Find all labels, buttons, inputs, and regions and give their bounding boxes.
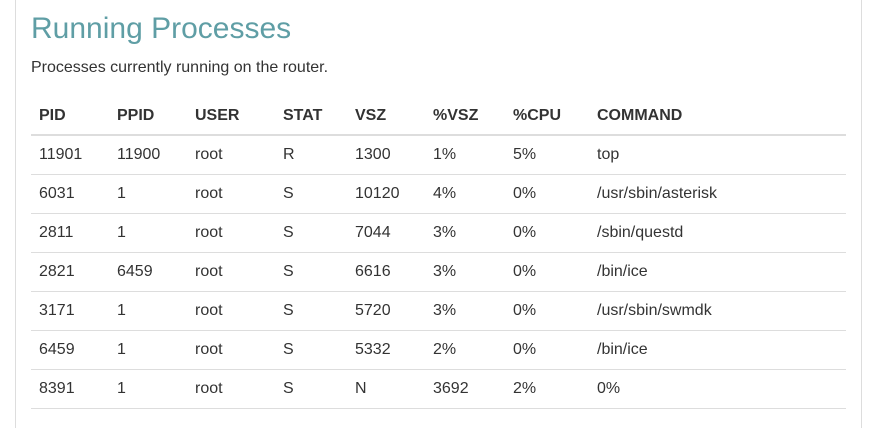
table-cell: root: [187, 330, 275, 370]
page-title: Running Processes: [31, 12, 292, 45]
table-header-row: PID PPID USER STAT VSZ %VSZ %CPU COMMAND: [31, 97, 846, 136]
column-header-vsz: VSZ: [347, 97, 425, 136]
column-header-pct-cpu: %CPU: [505, 97, 589, 136]
table-cell: 1%: [425, 135, 505, 175]
table-cell: 7044: [347, 213, 425, 253]
table-cell: /sbin/questd: [589, 213, 846, 253]
table-cell: 10120: [347, 174, 425, 214]
table-cell: 0%: [505, 330, 589, 370]
table-cell: 1: [109, 213, 187, 253]
table-cell: root: [187, 174, 275, 214]
processes-table: PID PPID USER STAT VSZ %VSZ %CPU COMMAND 11901 1…: [31, 97, 846, 409]
table-cell: 2821: [31, 252, 109, 292]
table-cell: 5332: [347, 330, 425, 370]
table-cell: 0%: [505, 174, 589, 214]
table-cell: 6616: [347, 252, 425, 292]
table-cell: 8391: [31, 369, 109, 409]
table-cell: root: [187, 252, 275, 292]
table-cell: /bin/ice: [589, 252, 846, 292]
table-cell: 3%: [425, 252, 505, 292]
table-cell: root: [187, 291, 275, 331]
table-row: 3171 1 root S 5720 3% 0%/usr/sbin/swmdk: [31, 291, 846, 331]
column-header-pid: PID: [31, 97, 109, 136]
table-cell: 6031: [31, 174, 109, 214]
table-cell: 0%: [505, 213, 589, 253]
table-cell: 5%: [505, 135, 589, 175]
table-cell: 6459: [109, 252, 187, 292]
table-cell: 1: [109, 174, 187, 214]
table-cell: 6459: [31, 330, 109, 370]
table-cell: S: [275, 213, 347, 253]
table-cell: 4%: [425, 174, 505, 214]
table-row: 2821 6459 root S 6616 3% 0%/bin/ice: [31, 252, 846, 292]
table-row: 11901 11900 root R 1300 1% 5% top: [31, 135, 846, 175]
table-cell: /usr/sbin/asterisk: [589, 174, 846, 214]
table-cell: 3%: [425, 291, 505, 331]
table-cell: /usr/sbin/swmdk: [589, 291, 846, 331]
table-cell: /bin/ice: [589, 330, 846, 370]
table-cell: S: [275, 252, 347, 292]
table-cell: 3171: [31, 291, 109, 331]
table-cell: S: [275, 330, 347, 370]
table-cell: 3692: [425, 369, 505, 409]
table-cell: 0%: [505, 252, 589, 292]
table-cell: S: [275, 174, 347, 214]
table-cell: 2%: [505, 369, 589, 409]
table-cell: 11900: [109, 135, 187, 175]
table-cell: 1300: [347, 135, 425, 175]
table-cell: S: [275, 369, 347, 409]
table-cell: 1: [109, 291, 187, 331]
table-cell: N: [347, 369, 425, 409]
column-header-pct-vsz: %VSZ: [425, 97, 505, 136]
table-cell: root: [187, 369, 275, 409]
table-cell: 11901: [31, 135, 109, 175]
table-cell: 2%: [425, 330, 505, 370]
table-cell: root: [187, 213, 275, 253]
table-row: 8391 1 root S N 3692 2% 0%: [31, 369, 846, 409]
table-cell: 2811: [31, 213, 109, 253]
table-cell: 0%: [589, 369, 846, 409]
table-cell: 5720: [347, 291, 425, 331]
column-header-user: USER: [187, 97, 275, 136]
page-subtitle: Processes currently running on the route…: [31, 59, 329, 76]
table-cell: 3%: [425, 213, 505, 253]
column-header-ppid: PPID: [109, 97, 187, 136]
table-cell: root: [187, 135, 275, 175]
table-cell: S: [275, 291, 347, 331]
table-cell: top: [589, 135, 846, 175]
column-header-stat: STAT: [275, 97, 347, 136]
table-row: 2811 1 root S 7044 3% 0%/sbin/questd: [31, 213, 846, 253]
table-row: 6031 1 root S 10120 4% 0%/usr/sbin/asterisk: [31, 174, 846, 214]
table-cell: 1: [109, 369, 187, 409]
table-cell: 0%: [505, 291, 589, 331]
table-cell: 1: [109, 330, 187, 370]
column-header-command: COMMAND: [589, 97, 846, 136]
processes-panel: Running Processes Processes currently ru…: [15, 0, 862, 428]
table-row: 6459 1 root S 5332 2% 0%/bin/ice: [31, 330, 846, 370]
table-cell: R: [275, 135, 347, 175]
